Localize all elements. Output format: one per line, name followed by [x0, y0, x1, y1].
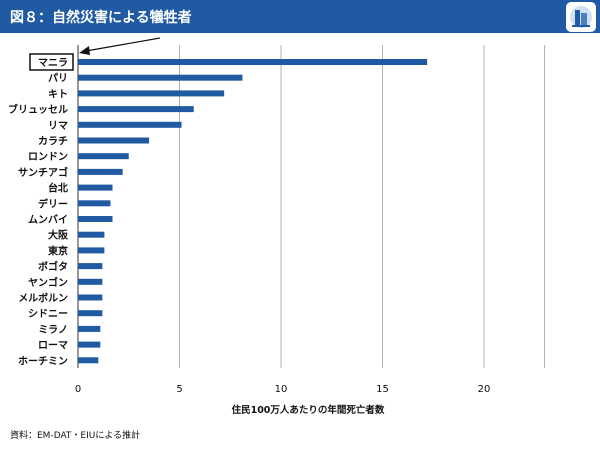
category-label: 台北 — [48, 182, 68, 195]
bar — [78, 247, 105, 254]
bar — [78, 153, 129, 160]
annotation-arrowhead — [79, 46, 90, 55]
category-label: マニラ — [38, 57, 68, 69]
bar — [78, 74, 243, 81]
category-label: デリー — [38, 197, 68, 210]
bar — [78, 341, 101, 348]
category-label: キト — [48, 88, 68, 100]
x-tick-label: 15 — [376, 384, 389, 395]
bar — [78, 325, 101, 332]
title-bar: 図８：自然災害による犠牲者 — [0, 0, 600, 33]
source-note: 資料：EM-DAT・EIUによる推計 — [10, 431, 141, 441]
category-label: ホーチミン — [18, 355, 68, 367]
category-label: ローマ — [38, 341, 68, 352]
bar — [78, 184, 113, 191]
bar — [78, 357, 99, 364]
category-label: カラチ — [38, 136, 68, 148]
bar — [78, 278, 103, 285]
category-label: リマ — [48, 120, 68, 132]
category-label: ヤンゴン — [28, 276, 68, 289]
bar — [78, 59, 428, 65]
bar — [78, 168, 123, 175]
category-label: 東京 — [48, 244, 68, 257]
x-axis-label: 住民100万人あたりの年間死亡者数 — [232, 404, 385, 416]
x-tick-label: 0 — [75, 384, 81, 395]
bar-chart: マニラパリキトブリュッセルリマカラチロンドンサンチアゴ台北デリームンバイ大阪東京… — [8, 37, 546, 416]
category-label: ボゴタ — [38, 260, 68, 273]
x-tick-label: 20 — [478, 384, 491, 395]
category-label: ロンドン — [28, 151, 68, 163]
building-logo-icon — [566, 2, 596, 32]
x-tick-label: 5 — [176, 384, 182, 395]
category-label: ブリュッセル — [8, 103, 68, 116]
bar — [78, 90, 225, 97]
chart-title: 図８：自然災害による犠牲者 — [10, 10, 192, 26]
bar — [78, 106, 194, 113]
category-label: シドニー — [28, 308, 68, 320]
bar — [78, 137, 150, 144]
bar — [78, 231, 105, 238]
bar — [78, 263, 103, 270]
annotation-arrow — [85, 37, 161, 52]
category-label: メルボルン — [18, 292, 68, 305]
category-label: ミラノ — [38, 324, 68, 336]
x-tick-label: 10 — [275, 384, 288, 395]
category-label: 大阪 — [48, 229, 69, 242]
bar — [78, 310, 103, 317]
category-label: ムンバイ — [28, 214, 68, 226]
bar — [78, 216, 113, 222]
category-label: サンチアゴ — [18, 166, 68, 179]
bar — [78, 294, 103, 301]
category-label: パリ — [48, 73, 68, 85]
bar — [78, 121, 182, 128]
highlight-box — [29, 53, 74, 71]
bar — [78, 200, 111, 207]
